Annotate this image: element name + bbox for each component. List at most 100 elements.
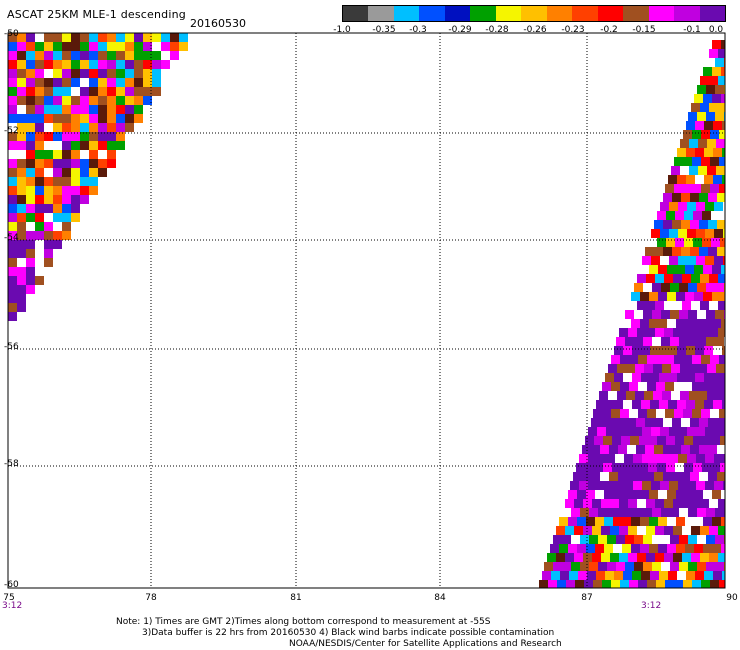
swath-cell — [673, 301, 682, 310]
swath-cell — [715, 283, 724, 292]
swath-cell — [645, 418, 654, 427]
swath-cell — [673, 499, 682, 508]
swath-cell — [620, 580, 629, 588]
map-title: ASCAT 25KM MLE-1 descending — [7, 8, 186, 21]
swath-cell — [71, 87, 80, 96]
swath-cell — [716, 166, 725, 175]
swath-cell — [670, 508, 679, 517]
swath-cell — [691, 526, 700, 535]
swath-cell — [703, 292, 712, 301]
swath-cell — [53, 204, 62, 213]
swath-cell — [580, 562, 589, 571]
plot-frame — [7, 32, 726, 589]
swath-cell — [669, 202, 678, 211]
colorbar-segment — [343, 6, 369, 21]
swath-cell — [143, 42, 152, 51]
swath-cell — [98, 51, 107, 60]
swath-cell — [640, 544, 649, 553]
swath-cell — [642, 427, 651, 436]
swath-cell — [648, 436, 657, 445]
swath-cell — [648, 238, 657, 247]
swath-cell — [568, 517, 577, 526]
swath-cell — [701, 184, 710, 193]
swath-cell — [718, 301, 725, 310]
swath-cell — [53, 168, 62, 177]
swath-cell — [17, 78, 26, 87]
swath-cell — [116, 105, 125, 114]
swath-cell — [71, 195, 80, 204]
swath-cell — [687, 202, 696, 211]
swath-cell — [152, 51, 161, 60]
swath-cell — [622, 517, 631, 526]
swath-cell — [665, 355, 674, 364]
swath-cell — [98, 33, 107, 42]
swath-cell — [701, 580, 710, 588]
swath-cell — [622, 544, 631, 553]
swath-cell — [107, 42, 116, 51]
swath-cell — [655, 274, 664, 283]
swath-cell — [116, 87, 125, 96]
swath-cell — [71, 177, 80, 186]
swath-cell — [611, 409, 620, 418]
swath-cell — [134, 105, 143, 114]
swath-cell — [62, 159, 71, 168]
swath-cell — [629, 409, 638, 418]
swath-cell — [608, 391, 617, 400]
swath-cell — [71, 114, 80, 123]
swath-cell — [710, 130, 719, 139]
swath-cell — [161, 42, 170, 51]
swath-cell — [107, 132, 116, 141]
swath-cell — [718, 76, 725, 85]
swath-cell — [722, 571, 725, 580]
swath-cell — [8, 105, 17, 114]
swath-cell — [722, 121, 725, 130]
swath-cell — [556, 526, 565, 535]
swath-cell — [605, 373, 614, 382]
swath-cell — [656, 355, 665, 364]
swath-cell — [654, 445, 663, 454]
swath-cell — [674, 409, 683, 418]
swath-cell — [53, 186, 62, 195]
swath-cell — [35, 204, 44, 213]
swath-cell — [62, 177, 71, 186]
swath-cell — [26, 69, 35, 78]
swath-cell — [657, 436, 666, 445]
swath-cell — [616, 337, 625, 346]
swath-cell — [152, 60, 161, 69]
swath-cell — [709, 526, 718, 535]
colorbar-segment — [419, 6, 445, 21]
swath-cell — [26, 78, 35, 87]
swath-cell — [71, 141, 80, 150]
swath-cell — [98, 168, 107, 177]
swath-cell — [713, 571, 722, 580]
swath-cell — [576, 463, 585, 472]
swath-cell — [721, 94, 725, 103]
swath-cell — [17, 150, 26, 159]
colorbar-segment — [597, 6, 624, 21]
swath-cell — [8, 168, 17, 177]
colorbar-segment — [444, 6, 471, 21]
swath-cell — [709, 274, 718, 283]
swath-cell — [623, 571, 632, 580]
swath-cell — [602, 409, 611, 418]
swath-cell — [692, 130, 701, 139]
swath-cell — [565, 499, 574, 508]
swath-cell — [71, 123, 80, 132]
swath-cell — [651, 481, 660, 490]
swath-cell — [708, 193, 717, 202]
swath-cell — [704, 175, 713, 184]
swath-cell — [625, 508, 634, 517]
swath-cell — [559, 517, 568, 526]
swath-cell — [62, 141, 71, 150]
swath-cell — [577, 517, 586, 526]
swath-cell — [646, 553, 655, 562]
swath-cell — [610, 553, 619, 562]
swath-cell — [649, 544, 658, 553]
swath-cell — [622, 490, 631, 499]
swath-cell — [594, 463, 603, 472]
swath-cell — [684, 463, 693, 472]
swath-cell — [98, 150, 107, 159]
swath-cell — [662, 391, 671, 400]
swath-cell — [658, 319, 667, 328]
swath-cell — [26, 159, 35, 168]
